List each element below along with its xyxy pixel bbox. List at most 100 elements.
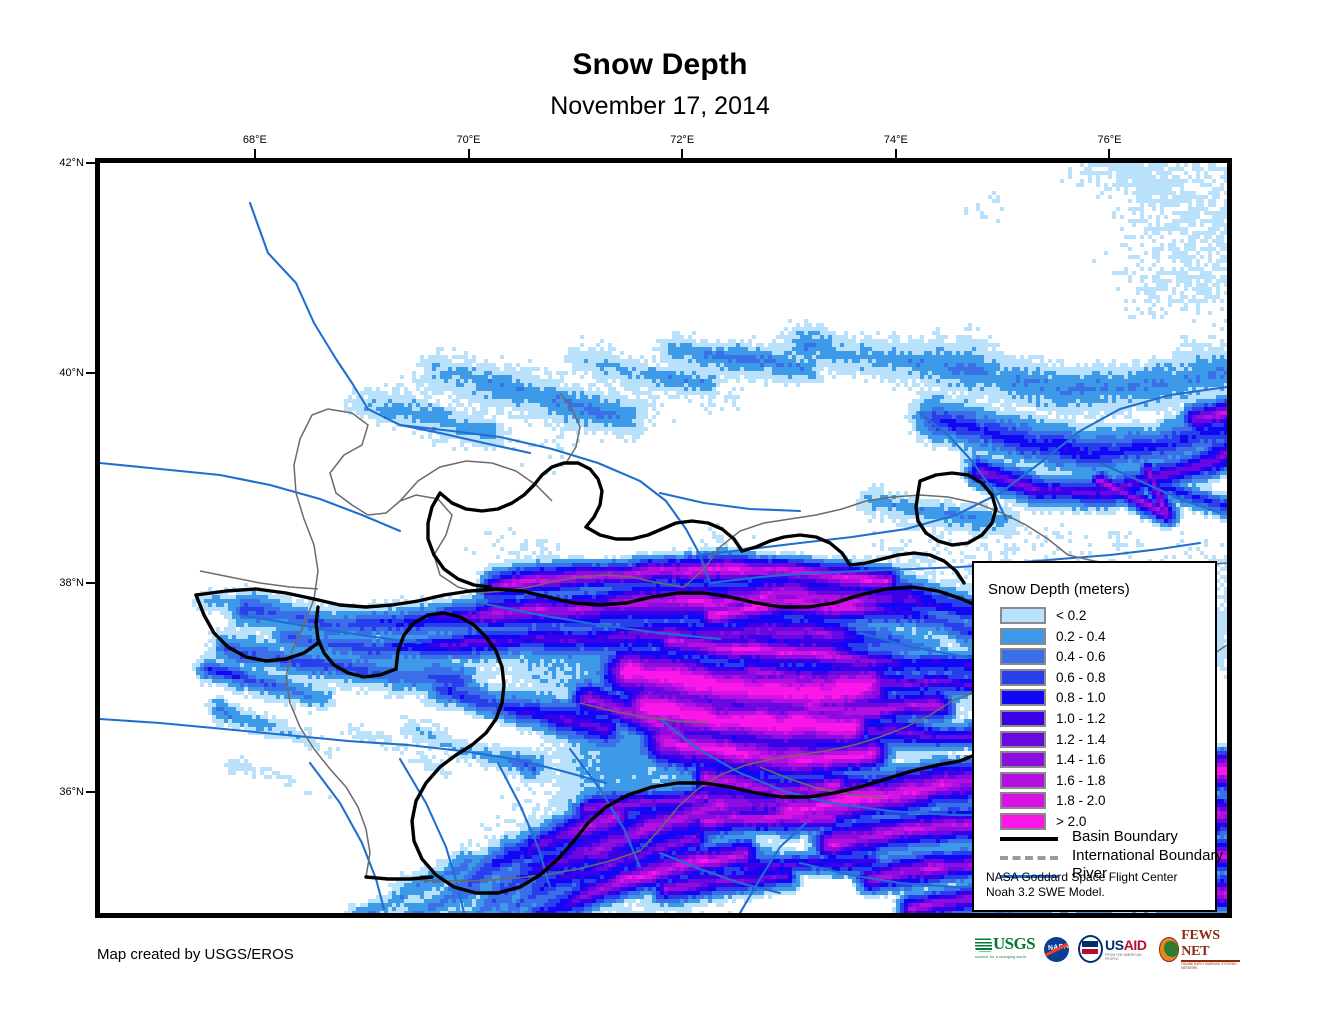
lat-tick <box>86 162 95 164</box>
lat-tick-label: 42°N <box>59 157 84 169</box>
legend-color-swatch <box>1000 771 1046 789</box>
river-line <box>658 491 802 513</box>
river-icon <box>1000 875 1058 878</box>
international-boundary-line <box>285 414 371 878</box>
legend-credit: NASA Goddard Space Flight Center Noah 3.… <box>986 870 1177 900</box>
river-line <box>238 613 422 645</box>
lon-tick <box>467 149 470 158</box>
usgs-logo-text: USGS <box>993 934 1036 953</box>
fews-net-logo: FEWS NET FAMINE EARLY WARNING SYSTEMS NE… <box>1158 928 1240 970</box>
river-line <box>708 541 1202 585</box>
river-line <box>248 201 712 585</box>
lon-tick-label: 76°E <box>1097 134 1122 146</box>
legend-class-label: 0.6 - 0.8 <box>1056 669 1106 685</box>
lon-tick <box>1108 149 1111 158</box>
legend-color-swatch <box>1000 607 1046 624</box>
river-line <box>1098 461 1222 515</box>
lat-tick-label: 40°N <box>59 366 84 379</box>
usgs-wave-icon <box>975 936 992 952</box>
river-line <box>100 717 608 785</box>
basin-boundary-line <box>438 461 604 529</box>
legend-color-swatch <box>1000 792 1046 810</box>
lon-tick-label: 72°E <box>670 134 695 146</box>
river-line <box>398 757 466 913</box>
basin-boundary-line <box>364 875 434 881</box>
lon-tick <box>894 149 897 158</box>
lon-tick <box>681 149 684 158</box>
usaid-seal-icon <box>1078 935 1104 963</box>
basin-boundary-line <box>194 585 964 609</box>
page-subtitle: November 17, 2014 <box>550 92 770 120</box>
legend-class-label: 1.4 - 1.6 <box>1056 752 1106 768</box>
lon-tick <box>253 149 256 158</box>
river-line <box>398 423 532 455</box>
snow-depth-bin-7 <box>472 411 1227 911</box>
legend-color-swatch <box>1000 710 1046 727</box>
legend-color-swatch <box>1000 627 1046 645</box>
river-line <box>568 747 642 869</box>
legend-color-swatch <box>1000 813 1046 830</box>
map-legend: Snow Depth (meters) < 0.2 0.2 - 0.4 0.4 - … <box>972 561 1223 912</box>
legend-color-swatch <box>1000 668 1046 686</box>
legend-class-label: 0.2 - 0.4 <box>1056 628 1106 644</box>
lat-tick <box>86 371 95 374</box>
lon-tick-label: 70°E <box>456 134 481 146</box>
legend-class-label: 1.0 - 1.2 <box>1056 711 1106 726</box>
international-boundary-line <box>311 408 481 594</box>
legend-class-label: > 2.0 <box>1056 814 1087 829</box>
basin-boundary-line <box>314 605 398 679</box>
international-boundary-line <box>639 754 799 852</box>
basin-boundary-icon <box>1000 837 1058 841</box>
footer-credit: Map created by USGS/EROS <box>97 946 294 963</box>
legend-symbol-label: Basin Boundary <box>1072 828 1178 845</box>
international-boundary-line <box>865 494 1069 556</box>
fews-logo-text: FEWS NET <box>1181 928 1220 960</box>
lat-tick <box>86 791 95 794</box>
usgs-logo: USGS science for a changing world <box>975 934 1036 964</box>
agency-logo-bar: USGS science for a changing world NASA U… <box>975 928 1240 970</box>
river-line <box>918 411 1008 521</box>
international-boundary-line <box>559 392 581 464</box>
international-boundary-line <box>399 460 553 502</box>
legend-class-label: 0.4 - 0.6 <box>1056 649 1106 665</box>
international-boundary-line <box>199 570 319 590</box>
river-line <box>738 821 808 913</box>
usaid-logo: USAID FROM THE AMERICAN PEOPLE <box>1078 934 1150 964</box>
nasa-logo: NASA <box>1044 934 1070 964</box>
lat-tick-label: 36°N <box>59 786 84 799</box>
snow-depth-bin-6 <box>440 407 1227 913</box>
legend-color-swatch <box>1000 751 1046 769</box>
international-boundary-icon <box>1000 855 1058 860</box>
legend-credit-line-2: Noah 3.2 SWE Model. <box>986 885 1105 899</box>
river-line <box>496 761 552 889</box>
fews-rule <box>1181 960 1240 962</box>
legend-color-swatch <box>1000 730 1046 748</box>
nasa-logo-text: NASA <box>1047 942 1070 953</box>
legend-class-label: 1.2 - 1.4 <box>1056 731 1106 747</box>
fews-logo-tagline: FAMINE EARLY WARNING SYSTEMS NETWORK <box>1181 961 1237 970</box>
international-boundary-line <box>683 500 867 588</box>
legend-symbol-label: River <box>1072 865 1108 882</box>
river-line <box>478 601 722 641</box>
page-title: Snow Depth <box>572 48 748 81</box>
legend-class-label: 1.8 - 2.0 <box>1056 793 1106 809</box>
basin-boundary-line <box>740 533 852 567</box>
usaid-logo-tagline: FROM THE AMERICAN PEOPLE <box>1105 953 1142 961</box>
international-boundary-line <box>797 700 953 756</box>
international-boundary-line <box>759 766 885 798</box>
river-line <box>308 761 386 911</box>
river-line <box>658 717 832 805</box>
basin-boundary-line <box>848 551 966 585</box>
lon-tick-label: 68°E <box>242 134 267 146</box>
legend-class-label: 0.8 - 1.0 <box>1056 690 1106 706</box>
lon-tick-label: 74°E <box>883 134 908 146</box>
basin-boundary-line <box>572 763 940 843</box>
usaid-logo-text: USAID <box>1105 937 1147 953</box>
legend-credit-line-1: NASA Goddard Space Flight Center <box>986 870 1178 884</box>
legend-class-label: < 0.2 <box>1056 608 1087 623</box>
lat-tick <box>86 581 95 584</box>
snow-depth-bin-10 <box>620 567 1227 879</box>
basin-boundary-line <box>914 471 998 547</box>
basin-boundary-line <box>194 593 320 663</box>
basin-boundary-line <box>426 491 492 589</box>
